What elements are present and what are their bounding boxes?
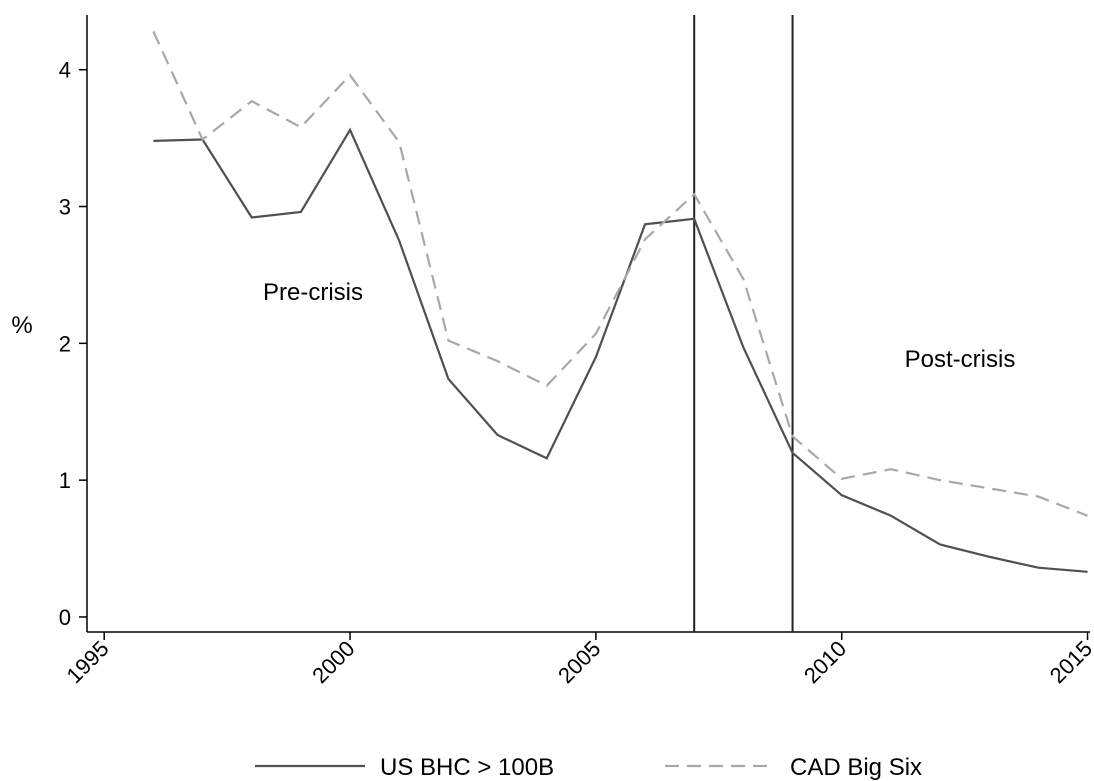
series-line: [152, 30, 1088, 517]
y-axis-label: %: [11, 312, 32, 339]
series-line: [153, 127, 1088, 573]
y-tick-label: 4: [59, 58, 71, 83]
y-tick-label: 3: [59, 195, 71, 220]
x-tick-label: 1995: [61, 636, 113, 688]
y-tick-label: 1: [59, 468, 71, 493]
legend-label: US BHC > 100B: [380, 754, 554, 781]
annotation: Pre-crisis: [263, 279, 363, 306]
x-tick-label: 2005: [553, 636, 605, 688]
annotation: Post-crisis: [905, 346, 1016, 373]
x-tick-label: 2000: [307, 636, 359, 688]
y-tick-label: 2: [59, 331, 71, 356]
x-tick-label: 2015: [1045, 636, 1094, 688]
legend-label: CAD Big Six: [790, 754, 922, 781]
x-tick-label: 2010: [799, 636, 851, 688]
y-tick-label: 0: [59, 605, 71, 630]
